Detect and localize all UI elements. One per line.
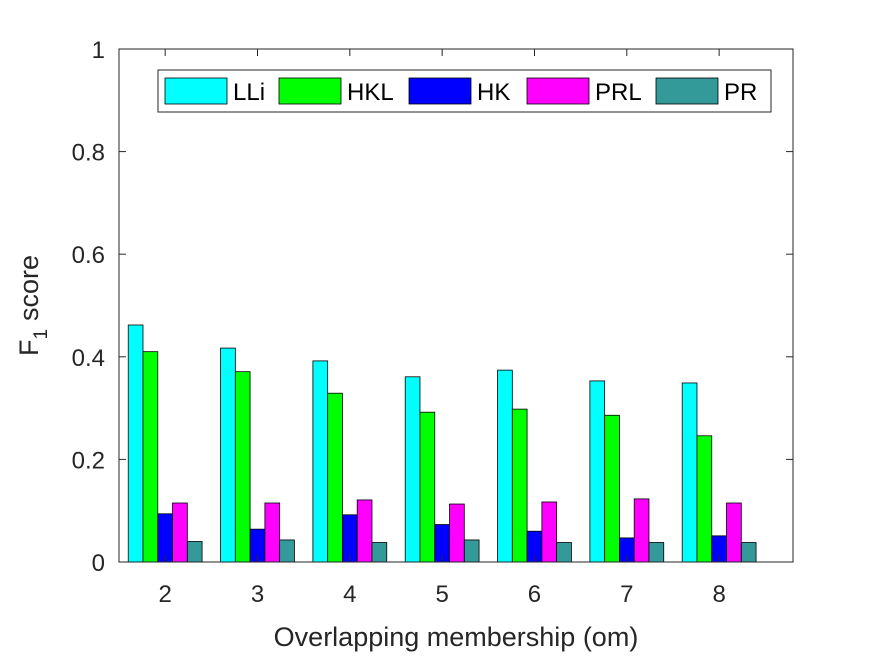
bars-group — [127, 324, 757, 563]
x-tick-label: 8 — [712, 581, 725, 608]
bar-hk-om-4 — [342, 514, 358, 563]
x-tick-label: 3 — [251, 581, 264, 608]
y-axis-title-subscript: 1 — [31, 329, 52, 340]
bar-pr-om-7 — [648, 542, 665, 563]
bar-hkl-om-6 — [511, 408, 528, 563]
bar-pr-om-2 — [186, 541, 203, 563]
bar-hkl-om-2 — [142, 351, 159, 563]
bar-prl-om-2 — [172, 502, 188, 563]
bar-prl-om-3 — [264, 502, 281, 563]
bar-pr-om-4 — [371, 542, 388, 563]
legend-label-pr: PR — [724, 79, 757, 106]
bar-hkl-om-3 — [234, 371, 251, 563]
legend-label-lli: LLi — [233, 79, 265, 106]
bar-hkl-om-7 — [604, 414, 620, 563]
bar-hkl-om-4 — [327, 392, 343, 563]
bar-hk-om-2 — [157, 513, 173, 563]
bar-lli-om-3 — [220, 347, 236, 563]
bar-prl-om-5 — [449, 503, 465, 563]
x-tick-label: 6 — [528, 581, 541, 608]
x-tick-label: 4 — [343, 581, 356, 608]
bar-hkl-om-8 — [696, 435, 713, 563]
tick-labels-group: 2 3 4 5 6 7 8 0 0.2 0.4 0.6 0.8 1 — [72, 37, 726, 608]
ticks-group — [119, 48, 793, 563]
bar-prl-om-4 — [356, 499, 373, 563]
bar-lli-om-8 — [681, 382, 698, 563]
x-tick-label: 5 — [435, 581, 448, 608]
legend-label-hk: HK — [477, 79, 510, 106]
y-tick-label: 0.6 — [72, 242, 105, 269]
bar-pr-om-6 — [556, 542, 572, 563]
bar-prl-om-8 — [726, 502, 742, 563]
bar-prl-om-7 — [633, 498, 650, 563]
legend-label-hkl: HKL — [347, 79, 394, 106]
y-axis-title-suffix: score — [14, 255, 44, 321]
plot-frame — [118, 48, 794, 563]
y-tick-label: 0.4 — [72, 345, 105, 372]
legend-swatch-lli — [164, 77, 228, 105]
legend-swatch-pr — [655, 77, 719, 105]
y-tick-label: 0.8 — [72, 140, 105, 167]
legend-label-prl: PRL — [595, 79, 642, 106]
legend: LLi HKL HK PRL PR — [157, 69, 772, 113]
bar-lli-om-2 — [127, 324, 144, 563]
legend-swatch-hk — [408, 77, 472, 105]
x-axis-title: Overlapping membership (om) — [274, 622, 639, 652]
x-tick-label: 2 — [158, 581, 171, 608]
bar-hkl-om-5 — [419, 411, 436, 563]
y-tick-label: 1 — [92, 37, 105, 64]
bar-pr-om-3 — [279, 539, 295, 563]
bar-lli-om-5 — [404, 376, 421, 563]
y-tick-label: 0 — [92, 550, 105, 577]
bar-lli-om-6 — [497, 369, 513, 563]
bar-lli-om-4 — [312, 360, 329, 563]
y-axis-title-main: F — [14, 340, 44, 357]
bar-pr-om-5 — [463, 539, 480, 563]
bar-lli-om-7 — [589, 380, 606, 563]
legend-swatch-prl — [526, 77, 590, 105]
legend-swatch-hkl — [278, 77, 342, 105]
bar-prl-om-6 — [541, 501, 558, 563]
y-tick-label: 0.2 — [72, 447, 105, 474]
bar-pr-om-8 — [740, 542, 757, 563]
x-tick-label: 7 — [620, 581, 633, 608]
y-axis-title: F1 score — [14, 255, 52, 356]
